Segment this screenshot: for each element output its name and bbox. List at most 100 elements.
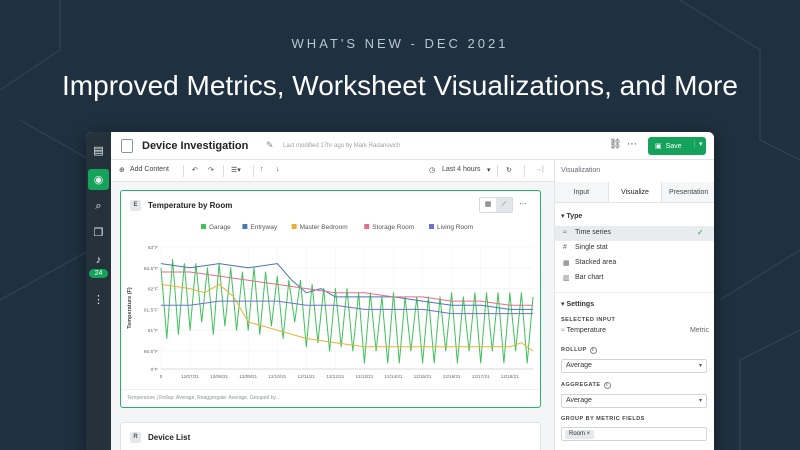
x-tick-label: 12/17/21: [472, 374, 490, 379]
caret-down-icon: ▾: [561, 213, 567, 220]
save-label: Save: [665, 142, 682, 150]
x-tick-label: 0: [160, 374, 163, 379]
legend-swatch: [364, 224, 370, 229]
card-title[interactable]: Temperature by Room: [148, 201, 233, 210]
y-tick-label: 61°F: [148, 328, 158, 334]
rollup-select[interactable]: Average ▾: [561, 359, 707, 373]
type-label: Stacked area: [575, 259, 617, 266]
type-single-stat[interactable]: # Single stat: [555, 241, 714, 256]
type-bar-chart[interactable]: ▥ Bar chart: [555, 271, 714, 286]
divider: [524, 165, 525, 177]
table-view-icon[interactable]: ▦: [484, 201, 492, 208]
x-tick-label: 12/15/21: [414, 374, 432, 379]
divider: [497, 165, 498, 177]
divider: [183, 165, 184, 177]
x-tick-label: 12/18/21: [501, 374, 519, 379]
search-icon[interactable]: ⌕: [95, 200, 102, 212]
redo-icon[interactable]: ↷: [208, 167, 214, 174]
divider: [555, 292, 714, 293]
group-chip[interactable]: Room ×: [565, 430, 595, 439]
time-range-chevron-icon[interactable]: ▾: [487, 167, 491, 174]
more-horizontal-icon[interactable]: ⋯: [627, 139, 637, 150]
selected-input-kind: Metric: [689, 327, 709, 334]
chart-view-icon[interactable]: ⟋: [496, 198, 512, 212]
divider: [253, 165, 254, 177]
legend-label: Living Room: [437, 224, 473, 231]
hash-icon: #: [563, 244, 567, 251]
device-list-card[interactable]: R Device List: [120, 422, 541, 450]
pencil-icon[interactable]: ✎: [266, 140, 274, 150]
settings-section-header[interactable]: ▾ Settings: [561, 301, 595, 308]
card-title[interactable]: Device List: [148, 433, 191, 442]
card-more-icon[interactable]: ⋯: [519, 199, 527, 208]
time-series-icon: ≈: [563, 229, 567, 236]
info-icon[interactable]: i: [589, 347, 597, 354]
worksheet-title[interactable]: Device Investigation: [142, 140, 249, 152]
hero-eyebrow: WHAT'S NEW - DEC 2021: [291, 36, 509, 51]
selected-input-label: SELECTED INPUT: [561, 317, 616, 323]
undo-icon[interactable]: ↶: [192, 167, 198, 174]
legend-swatch: [429, 224, 434, 229]
arrow-up-icon[interactable]: ↑: [260, 166, 264, 173]
explore-icon[interactable]: ◉: [88, 169, 109, 190]
legend-label: Entryway: [250, 224, 277, 231]
refresh-icon[interactable]: ↻: [506, 167, 512, 174]
stacked-area-icon: ▦: [563, 260, 570, 267]
panel-tabs: Input Visualize Presentation: [555, 182, 714, 203]
group-by-field[interactable]: Room ×: [561, 427, 707, 441]
type-label: Single stat: [575, 244, 608, 251]
series-line-living-room: [161, 300, 533, 315]
divider: [223, 165, 224, 177]
bell-icon[interactable]: ♪: [95, 253, 102, 266]
info-icon[interactable]: i: [603, 382, 611, 389]
nav-rail: ▤ ◉ ⌕ ❐ ♪ 24 ⋮: [86, 132, 111, 450]
collapse-panel-icon[interactable]: →|: [535, 166, 544, 173]
series-line-garage: [160, 259, 534, 364]
type-time-series[interactable]: ≈ Time series ✓: [555, 226, 714, 241]
save-button[interactable]: ▣ Save ▾: [648, 137, 706, 155]
document-icon: [121, 139, 133, 153]
check-icon: ✓: [697, 228, 704, 237]
y-tick-label: 63°F: [148, 245, 158, 251]
aggregate-select[interactable]: Average ▾: [561, 394, 707, 408]
aggregate-label: AGGREGATE i: [561, 382, 611, 389]
y-tick-label: 60.5°F: [144, 349, 158, 355]
tab-input[interactable]: Input: [573, 189, 590, 196]
series-line-storage-room: [161, 271, 533, 306]
dashboard-icon[interactable]: ▤: [93, 145, 104, 157]
bookmark-icon[interactable]: ❐: [93, 227, 104, 239]
tab-presentation[interactable]: Presentation: [669, 189, 709, 196]
x-tick-label: 12/11/21: [298, 374, 316, 379]
type-label: Time series: [575, 229, 611, 236]
chevron-down-icon[interactable]: ▾: [694, 140, 703, 148]
x-tick-label: 12/09/21: [239, 374, 257, 379]
legend-swatch: [242, 224, 248, 229]
chevron-down-icon: ▾: [698, 363, 702, 369]
selected-input-row: ≈ Temperature Metric: [561, 327, 709, 334]
y-tick-label: 61.5°F: [144, 307, 158, 313]
x-tick-label: 12/07/21: [181, 374, 199, 379]
card-footer-summary: Temperature | Rollup: Average, Reaggrega…: [127, 395, 280, 401]
series-line-entryway: [160, 263, 533, 310]
notification-badge: 24: [89, 269, 108, 278]
last-modified: Last modified 17hr ago by Mark Radanovic…: [283, 143, 401, 149]
type-stacked-area[interactable]: ▦ Stacked area: [555, 256, 714, 271]
add-content-button[interactable]: Add Content: [130, 166, 169, 173]
type-label: Bar chart: [575, 274, 604, 281]
tab-visualize[interactable]: Visualize: [607, 182, 663, 202]
selected-input-value: Temperature: [566, 327, 606, 334]
temperature-card[interactable]: E Temperature by Room ▦ ⟋ ⋯ Garage Entryw…: [120, 190, 541, 408]
time-range-select[interactable]: Last 4 hours: [442, 166, 481, 173]
y-tick-label: 0°F: [150, 367, 158, 373]
align-icon[interactable]: ☰▾: [231, 167, 241, 174]
metric-icon: ≈: [561, 327, 567, 334]
hero-title: Improved Metrics, Worksheet Visualizatio…: [62, 70, 738, 101]
stage-badge: R: [130, 432, 141, 443]
type-section-header[interactable]: ▾ Type: [561, 213, 583, 220]
more-vertical-icon[interactable]: ⋮: [93, 294, 104, 306]
arrow-down-icon[interactable]: ↓: [276, 166, 280, 173]
legend-label: Garage: [209, 224, 231, 231]
x-tick-label: 12/14/21: [385, 374, 403, 379]
link-icon[interactable]: ⛓: [609, 139, 622, 150]
legend-label: Master Bedroom: [300, 224, 348, 231]
